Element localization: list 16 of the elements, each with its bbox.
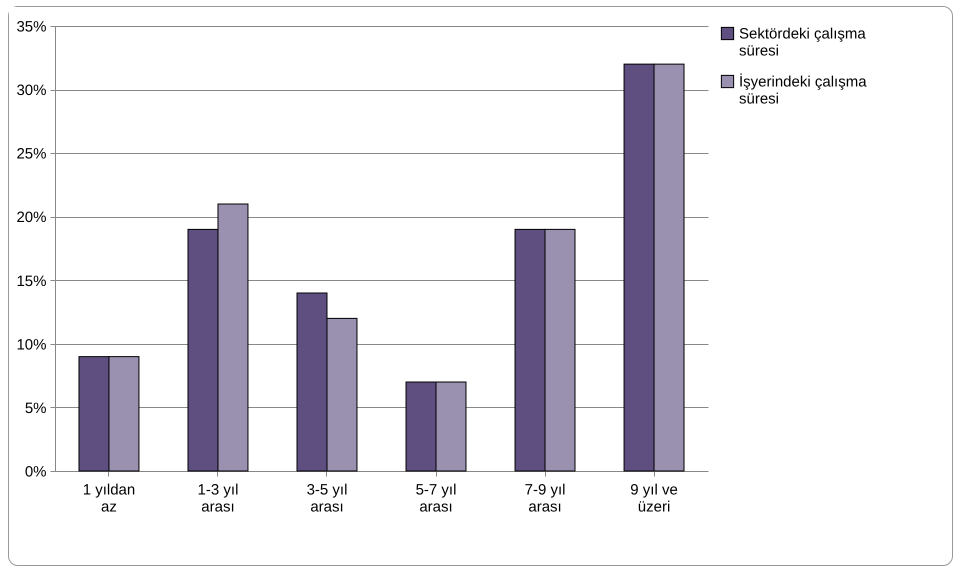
x-tick-label: 1 yıldan az bbox=[82, 482, 136, 516]
y-tick-label: 10% bbox=[16, 336, 46, 354]
legend-label: İşyerindeki çalışma süresi bbox=[739, 72, 868, 108]
x-tick-label: 9 yıl ve üzeri bbox=[630, 482, 678, 516]
y-tick-label: 35% bbox=[16, 18, 46, 36]
x-tick-label: 7-9 yıl arası bbox=[524, 482, 566, 516]
x-tick-label: 5-7 yıl arası bbox=[416, 482, 456, 516]
y-tick-label: 15% bbox=[16, 272, 46, 290]
y-tick-label: 25% bbox=[16, 146, 46, 163]
x-tick-label: 1-3 yıl arası bbox=[198, 482, 238, 516]
y-tick-label: 20% bbox=[16, 209, 46, 226]
legend-label: Sektördeki çalışma süresi bbox=[739, 26, 866, 60]
x-tick-label: 3-5 yıl arası bbox=[306, 482, 348, 516]
y-tick-label: 30% bbox=[16, 82, 46, 100]
y-tick-label: 5% bbox=[24, 400, 46, 417]
y-tick-label: 0% bbox=[24, 464, 46, 480]
